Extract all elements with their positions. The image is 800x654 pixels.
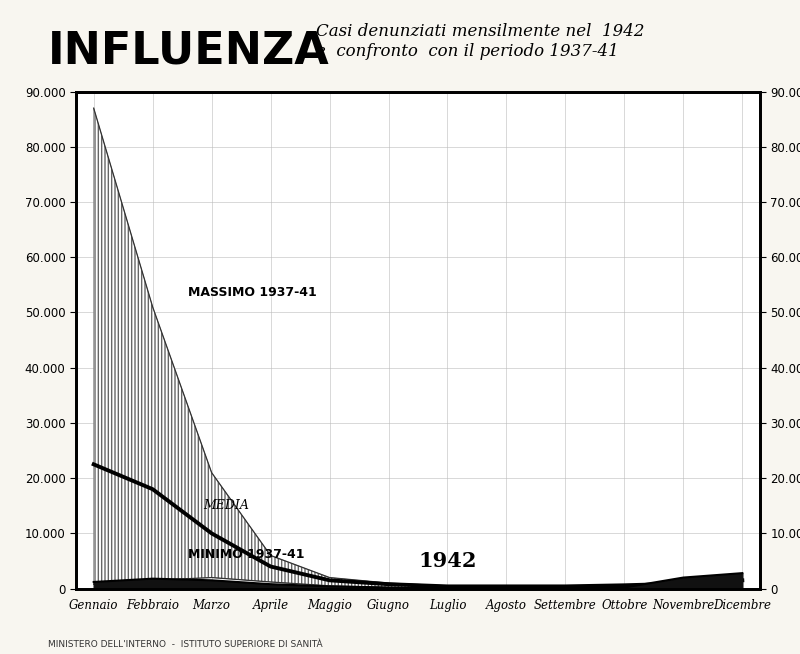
Text: e  confronto  con il periodo 1937-41: e confronto con il periodo 1937-41 (316, 43, 618, 60)
Text: 1942: 1942 (418, 551, 477, 570)
Text: INFLUENZA: INFLUENZA (48, 29, 330, 73)
Text: MASSIMO 1937-41: MASSIMO 1937-41 (188, 286, 317, 299)
Text: MINIMO 1937-41: MINIMO 1937-41 (188, 548, 305, 561)
Text: MEDIA: MEDIA (202, 498, 249, 511)
Text: Casi denunziati mensilmente nel  1942: Casi denunziati mensilmente nel 1942 (316, 23, 645, 40)
Text: MINISTERO DELL'INTERNO  -  ISTITUTO SUPERIORE DI SANITÀ: MINISTERO DELL'INTERNO - ISTITUTO SUPERI… (48, 640, 322, 649)
